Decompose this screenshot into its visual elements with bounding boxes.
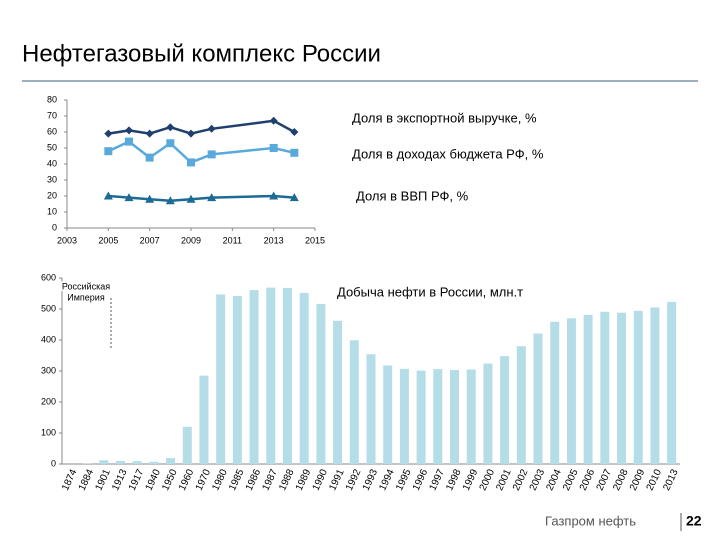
marker (165, 196, 175, 205)
x-tick-label: 2013 (661, 467, 681, 492)
x-tick-label: 2003 (57, 235, 77, 245)
marker (289, 193, 299, 202)
marker (125, 137, 133, 146)
bar (500, 356, 510, 464)
bar (132, 461, 142, 464)
bar (199, 375, 209, 464)
slide-title: Нефтегазовый комплекс России (22, 40, 381, 67)
marker (166, 139, 175, 148)
y-tick-label: 600 (41, 272, 56, 282)
marker (103, 191, 113, 200)
bar (416, 370, 426, 464)
marker (207, 193, 217, 202)
marker (187, 129, 195, 138)
series-line (108, 119, 295, 135)
marker (207, 150, 216, 159)
marker (166, 123, 175, 132)
marker (207, 124, 216, 133)
series-label: Доля в доходах бюджета РФ, % (352, 146, 544, 161)
bar (383, 365, 393, 464)
bar (483, 363, 493, 464)
bar (166, 458, 176, 464)
bar (667, 301, 677, 464)
bar (433, 369, 443, 464)
bar (249, 290, 259, 464)
marker (186, 194, 196, 203)
series-label: Доля в экспортной выручке, % (352, 110, 537, 125)
y-tick-label: 200 (41, 396, 56, 406)
bar (316, 304, 326, 464)
bar (99, 460, 109, 464)
bar (600, 311, 610, 464)
bar (232, 295, 242, 464)
marker (269, 191, 279, 200)
y-tick-label: 30 (47, 174, 57, 184)
bar (182, 426, 192, 464)
bar (333, 320, 343, 464)
bar (533, 333, 543, 464)
bar (566, 318, 576, 464)
bar (149, 461, 159, 464)
bar (266, 287, 276, 464)
annotation: Российская (62, 281, 110, 291)
y-tick-label: 40 (47, 158, 57, 168)
y-tick-label: 400 (41, 334, 56, 344)
y-tick-label: 60 (47, 126, 57, 136)
bar (650, 307, 660, 464)
marker (290, 128, 299, 136)
y-tick-label: 500 (41, 303, 56, 313)
x-tick-label: 2007 (140, 235, 160, 245)
y-tick-label: 10 (47, 206, 57, 216)
footer-page: 22 (686, 513, 702, 529)
y-tick-label: 80 (47, 94, 57, 104)
y-tick-label: 70 (47, 110, 57, 120)
bar (399, 368, 409, 464)
marker (145, 194, 155, 203)
bar (366, 354, 376, 464)
marker (145, 153, 154, 162)
bar (617, 312, 627, 464)
marker (104, 129, 113, 138)
y-tick-label: 100 (41, 427, 56, 437)
y-tick-label: 50 (47, 142, 57, 152)
marker (104, 147, 113, 156)
y-tick-label: 20 (47, 190, 57, 200)
bar (282, 287, 292, 464)
series-line (108, 194, 295, 203)
bar (450, 370, 460, 464)
bar (115, 460, 125, 464)
marker (269, 144, 278, 152)
y-tick-label: 0 (51, 458, 56, 468)
marker (269, 116, 278, 125)
bar (349, 340, 359, 464)
y-tick-label: 300 (41, 365, 56, 375)
x-tick-label: 2015 (305, 235, 325, 245)
bar (466, 369, 476, 464)
bar (216, 294, 226, 464)
marker (124, 193, 134, 202)
chart-title: Добыча нефти в России, млн.т (337, 284, 523, 299)
bar (299, 292, 309, 464)
bar (550, 321, 560, 464)
x-tick-label: 2011 (223, 235, 242, 245)
marker (290, 148, 299, 157)
x-tick-label: 2013 (264, 235, 284, 245)
annotation: Империя (67, 292, 105, 302)
bar (583, 314, 593, 464)
x-tick-label: 2005 (98, 235, 118, 245)
marker (145, 129, 154, 138)
marker (125, 126, 133, 135)
series-line (107, 140, 295, 164)
x-tick-label: 2009 (181, 235, 201, 245)
marker (187, 158, 195, 167)
y-tick-label: 0 (52, 222, 57, 232)
series-label: Доля в ВВП РФ, % (356, 188, 469, 203)
bar (633, 310, 643, 464)
footer-company: Газпром нефть (545, 513, 636, 528)
bar (516, 346, 526, 464)
